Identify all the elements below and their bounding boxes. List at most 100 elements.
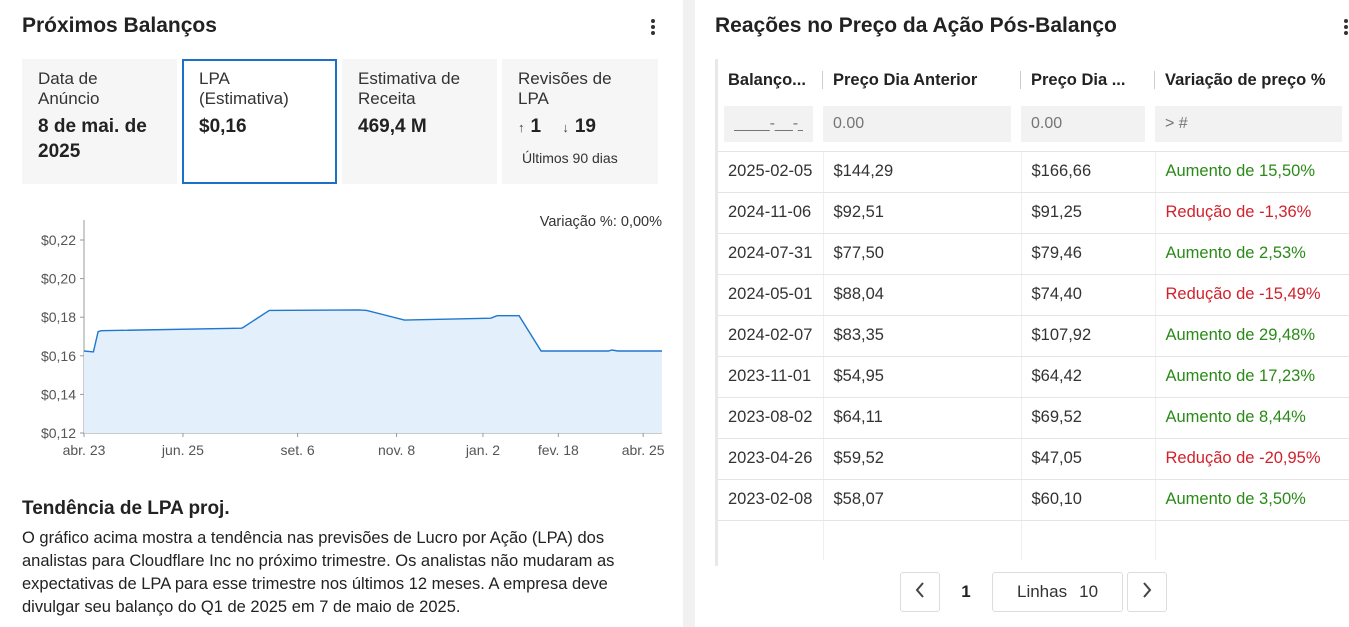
card-revenue-estimate[interactable]: Estimativa de Receita 469,4 M [342, 59, 497, 184]
cell-prev-price: $92,51 [823, 192, 1022, 234]
cell-day-price: $74,40 [1021, 274, 1156, 316]
y-tick-label: $0,22 [41, 232, 76, 248]
card-eps-estimate[interactable]: LPA (Estimativa) $0,16 [182, 59, 337, 184]
card-value: 469,4 M [358, 116, 427, 137]
chevron-right-icon [1142, 581, 1152, 604]
rows-per-page-select[interactable]: Linhas 10 [992, 572, 1124, 612]
cell-price-change: Aumento de 2,53% [1155, 233, 1349, 275]
filter-day-price-input[interactable] [1021, 105, 1145, 142]
cell-price-change: Aumento de 17,23% [1155, 356, 1349, 398]
table-row[interactable]: 2024-07-31 $77,50 $79,46 Aumento de 2,53% [718, 233, 1349, 275]
table-row[interactable]: 2024-02-07 $83,35 $107,92 Aumento de 29,48% [718, 315, 1349, 357]
upcoming-earnings-title: Próximos Balanços [22, 14, 217, 37]
cell-prev-price: $83,35 [823, 315, 1022, 357]
cell-date: 2023-02-08 [718, 479, 824, 521]
card-value: $0,16 [199, 116, 247, 137]
column-header-earnings-date[interactable]: Balanço... [718, 59, 823, 101]
revisions-counts: ↑ 1 ↓ 19 [518, 114, 642, 140]
column-header-price-change[interactable]: Variação de preço % [1165, 70, 1326, 89]
filter-prev-price-input[interactable] [823, 105, 1011, 142]
post-earnings-menu-icon[interactable] [1340, 16, 1349, 38]
pagination: 1 Linhas 10 [900, 572, 1168, 612]
card-label: LPA (Estimativa) [199, 69, 289, 108]
cell-day-price: $69,52 [1021, 397, 1156, 439]
reactions-table: Balanço... Preço Dia Anterior Preço Dia … [718, 59, 1349, 560]
prev-page-button[interactable] [900, 572, 940, 612]
cell-price-change: Aumento de 15,50% [1155, 151, 1349, 193]
cell-prev-price: $54,95 [823, 356, 1022, 398]
cell-price-change: Redução de -20,95% [1155, 438, 1349, 480]
cell-date: 2025-02-05 [718, 151, 824, 193]
table-row[interactable]: 2024-05-01 $88,04 $74,40 Redução de -15,49% [718, 274, 1349, 316]
y-tick-label: $0,16 [41, 348, 76, 364]
column-header-day-price[interactable]: Preço Dia ... [1021, 59, 1155, 101]
arrow-up-icon: ↑ [518, 120, 525, 135]
eps-trend-description: O gráfico acima mostra a tendência nas p… [22, 529, 615, 616]
cell-day-price: $60,10 [1021, 479, 1156, 521]
cell-date: 2023-08-02 [718, 397, 824, 439]
series-line [83, 309, 662, 353]
chevron-left-icon [915, 581, 925, 604]
table-row[interactable]: 2023-11-01 $54,95 $64,42 Aumento de 17,23% [718, 356, 1349, 398]
revisions-up-count: 1 [530, 116, 542, 137]
cell-price-change: Redução de -15,49% [1155, 274, 1349, 316]
cell-date: 2024-02-07 [718, 315, 824, 357]
upcoming-earnings-menu-icon[interactable] [647, 16, 659, 38]
upcoming-earnings-panel: Próximos Balanços Data de Anúncio 8 de m… [0, 0, 683, 627]
filter-date-input[interactable] [724, 105, 813, 142]
cell-day-price: $166,66 [1021, 151, 1156, 193]
reactions-table-container[interactable]: Balanço... Preço Dia Anterior Preço Dia … [715, 59, 1349, 566]
table-row[interactable]: 2023-02-08 $58,07 $60,10 Aumento de 3,50% [718, 479, 1349, 521]
y-tick-label: $0,18 [41, 309, 76, 325]
cell-day-price: $47,05 [1021, 438, 1156, 480]
series-area [84, 309, 662, 433]
eps-trend-chart: Variação %: 0,00% $0,22 $0,20 $0,18 $0,16 $0,… [41, 214, 665, 458]
x-tick-label: nov. 8 [378, 442, 415, 458]
cell-prev-price: $88,04 [823, 274, 1022, 316]
table-row[interactable]: 2023-04-26 $59,52 $47,05 Redução de -20,95% [718, 438, 1349, 480]
cell-date: 2024-11-06 [718, 192, 824, 234]
post-earnings-reactions-title: Reações no Preço da Ação Pós-Balanço [715, 14, 1117, 37]
x-tick-label: jan. 2 [465, 442, 500, 458]
filter-change-input[interactable] [1155, 105, 1342, 142]
chart-change-caption: Variação %: 0,00% [540, 214, 662, 230]
table-row[interactable]: 2023-08-02 $64,11 $69,52 Aumento de 8,44% [718, 397, 1349, 439]
cell-day-price: $79,46 [1021, 233, 1156, 275]
cell-day-price: $64,42 [1021, 356, 1156, 398]
cell-prev-price: $77,50 [823, 233, 1022, 275]
cell-price-change: Aumento de 29,48% [1155, 315, 1349, 357]
revisions-down-count: 19 [574, 116, 596, 137]
cell-day-price: $91,25 [1021, 192, 1156, 234]
x-tick-label: abr. 23 [63, 442, 106, 458]
column-header-prev-day-price[interactable]: Preço Dia Anterior [823, 59, 1021, 101]
card-label: Estimativa de Receita [358, 69, 461, 108]
card-value: 8 de mai. de 2025 [38, 116, 147, 162]
cell-date: 2023-04-26 [718, 438, 824, 480]
table-row[interactable]: 2024-11-06 $92,51 $91,25 Redução de -1,36% [718, 192, 1349, 234]
cell-date: 2023-11-01 [718, 356, 824, 398]
table-row[interactable]: 2025-02-05 $144,29 $166,66 Aumento de 15,50… [718, 151, 1349, 193]
eps-trend-title: Tendência de LPA proj. [22, 498, 230, 519]
current-page-number[interactable]: 1 [961, 582, 971, 601]
x-tick-label: set. 6 [280, 442, 314, 458]
cell-price-change: Aumento de 8,44% [1155, 397, 1349, 439]
x-tick-label: jun. 25 [161, 442, 204, 458]
y-tick-label: $0,12 [41, 425, 76, 441]
next-page-button[interactable] [1127, 572, 1168, 612]
rows-value: 10 [1079, 582, 1099, 601]
y-tick-label: $0,20 [41, 271, 76, 287]
cell-price-change: Redução de -1,36% [1155, 192, 1349, 234]
rows-label: Linhas [1017, 582, 1068, 601]
card-announcement-date[interactable]: Data de Anúncio 8 de mai. de 2025 [22, 59, 177, 184]
cell-price-change: Aumento de 3,50% [1155, 479, 1349, 521]
card-eps-revisions[interactable]: Revisões de LPA ↑ 1 ↓ 19 Últimos 90 dias [502, 59, 658, 184]
cell-prev-price: $59,52 [823, 438, 1022, 480]
table-empty-row [718, 520, 1349, 560]
y-tick-label: $0,14 [41, 386, 76, 402]
cell-prev-price: $64,11 [823, 397, 1022, 439]
revisions-period: Últimos 90 dias [522, 150, 618, 166]
card-label: Data de Anúncio [38, 69, 100, 108]
cell-date: 2024-07-31 [718, 233, 824, 275]
x-tick-label: fev. 18 [538, 442, 579, 458]
post-earnings-reactions-panel: Reações no Preço da Ação Pós-Balanço Bal… [695, 0, 1349, 627]
